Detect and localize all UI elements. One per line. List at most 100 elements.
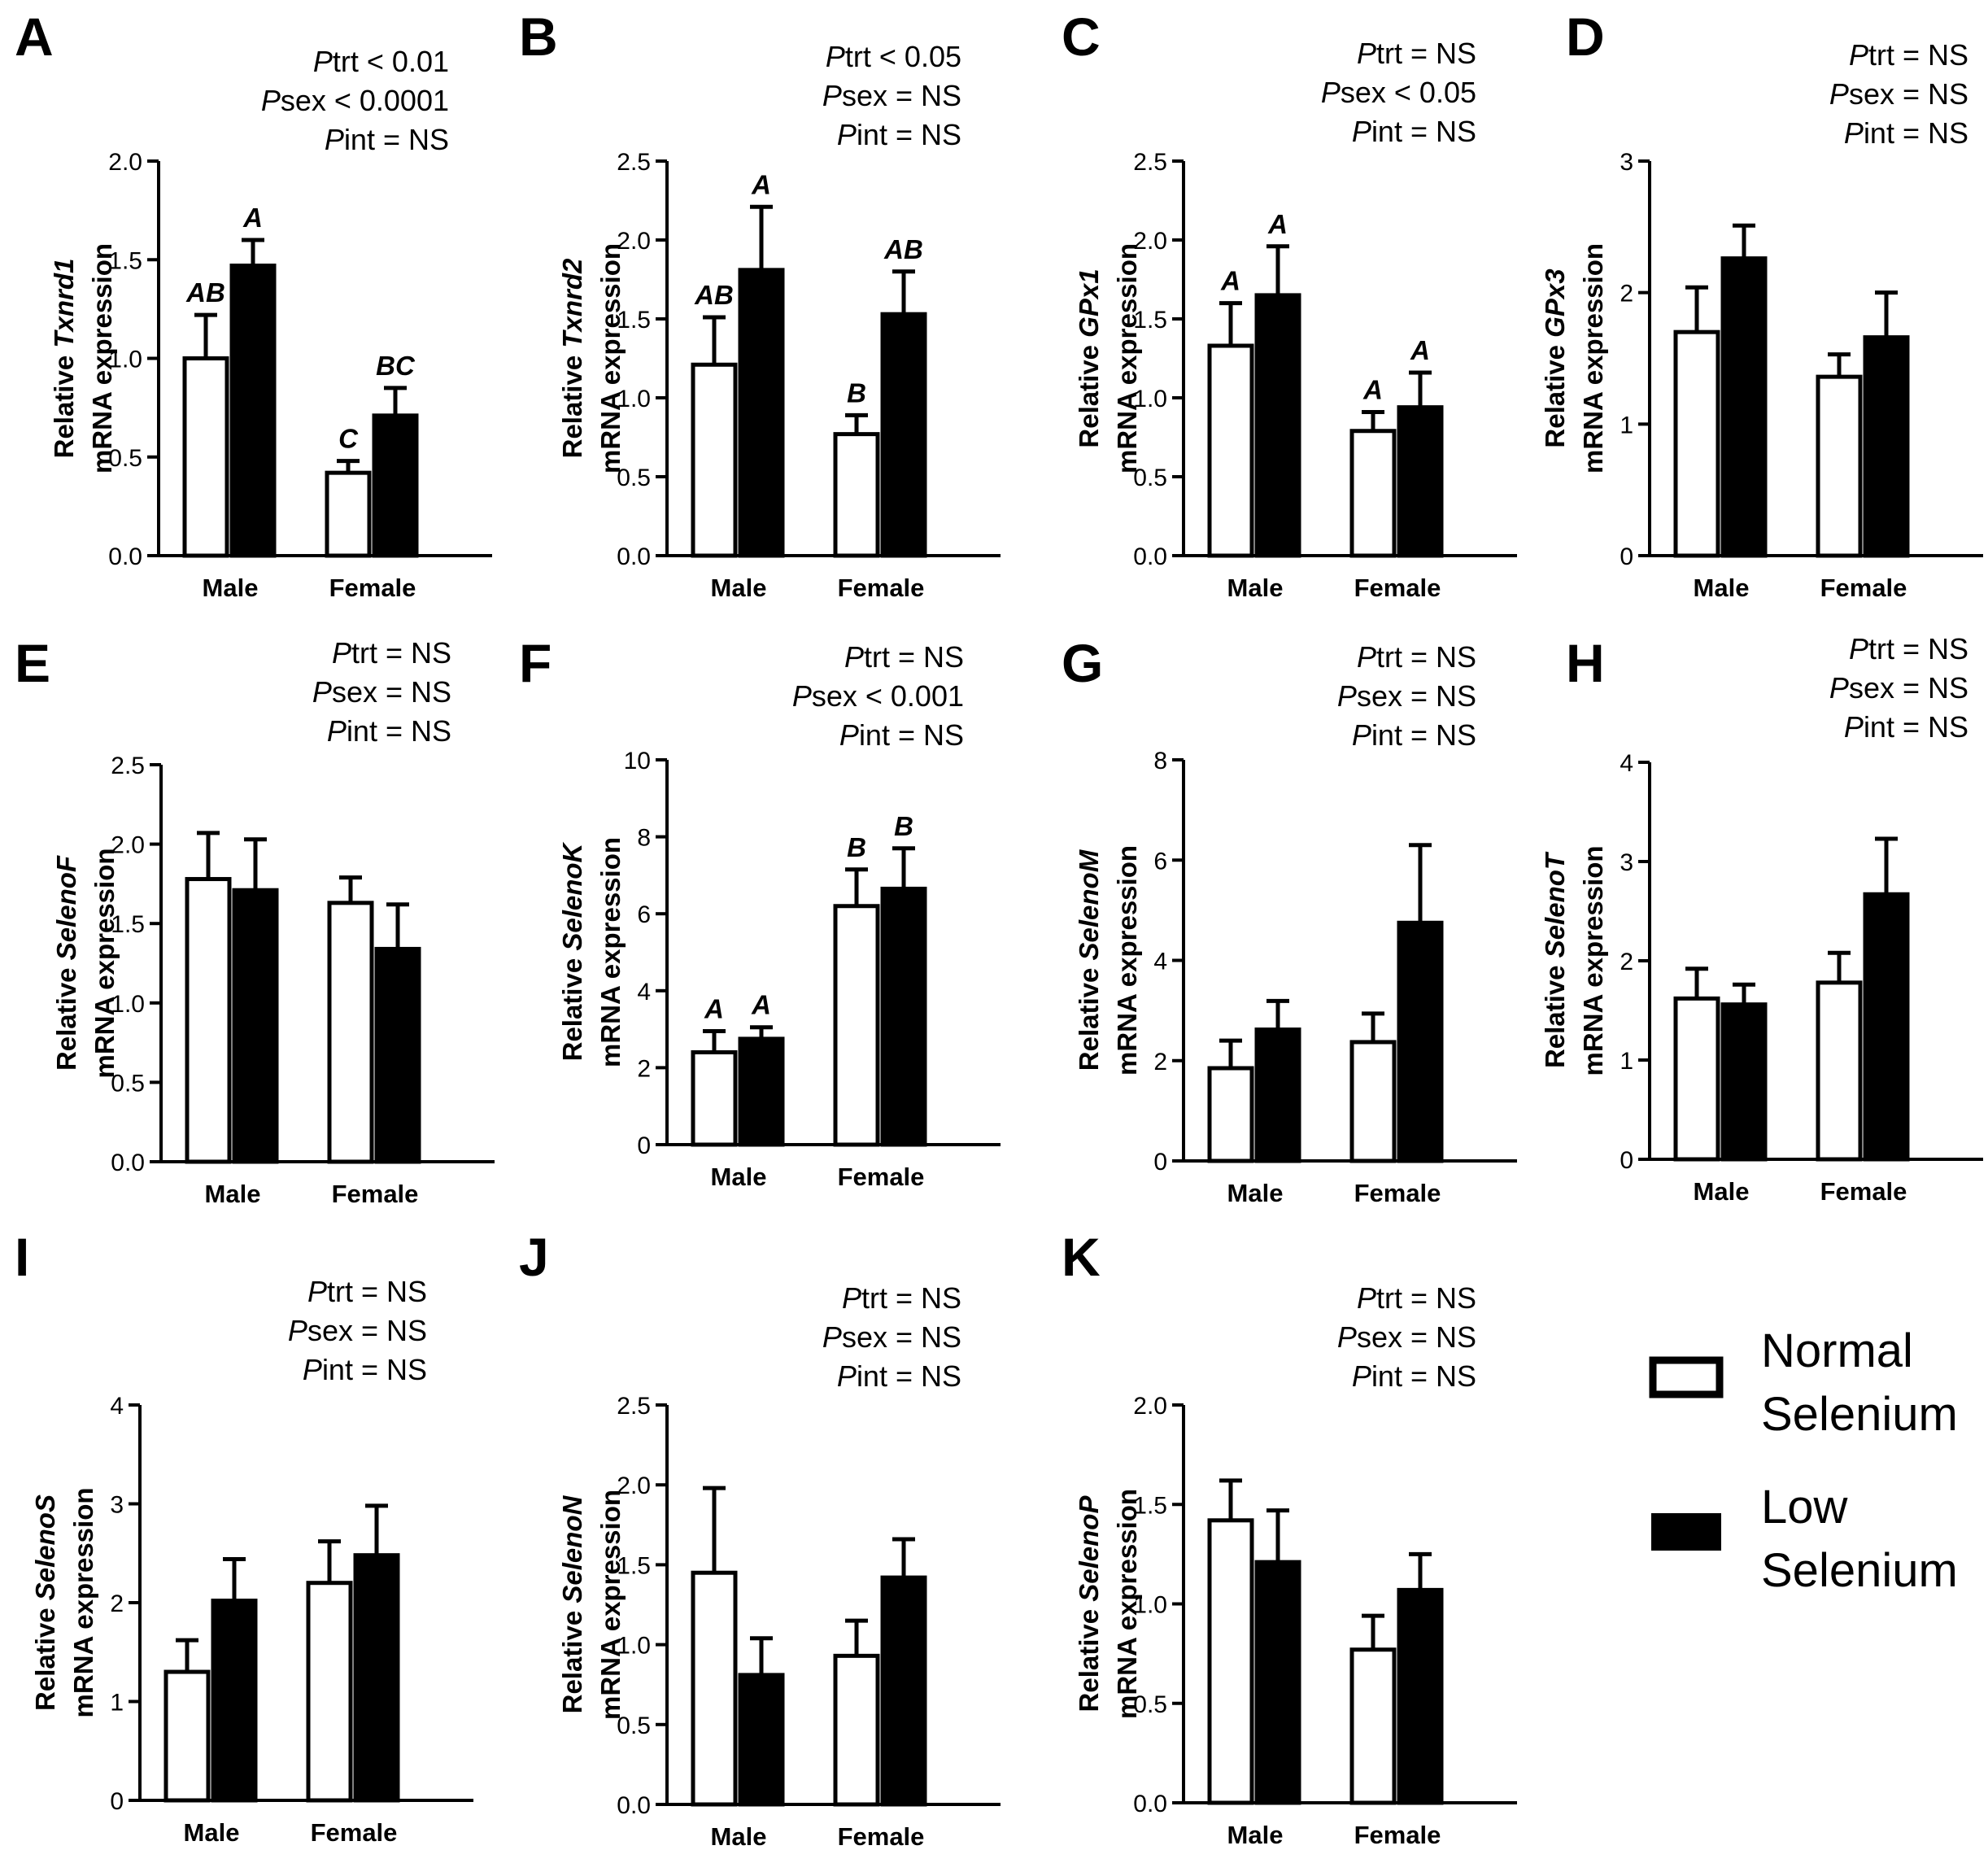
panel-letter-h: H	[1566, 633, 1605, 693]
y-tick-label-g-1: 2	[1153, 1049, 1167, 1075]
ylabel-j: Relative SelenoN	[557, 1494, 587, 1713]
bar-e-male-low	[232, 888, 279, 1164]
stat-line-a-1: Psex < 0.0001	[261, 84, 449, 117]
stat-line-j-2: Pint = NS	[837, 1359, 961, 1393]
bar-f-male-normal	[691, 1049, 738, 1147]
stat-line-g-2: Pint = NS	[1352, 718, 1476, 752]
stat-line-k-2: Pint = NS	[1352, 1359, 1476, 1393]
ylabel-h: Relative SelenoT	[1540, 851, 1570, 1068]
y-tick-label-e-5: 2.5	[111, 753, 145, 779]
bar-d-male-normal	[1673, 329, 1720, 558]
stat-line-b-2: Pint = NS	[837, 118, 961, 151]
stat-line-d-1: Psex = NS	[1829, 77, 1968, 111]
stat-line-c-1: Psex < 0.05	[1321, 76, 1476, 109]
y-tick-label-j-5: 2.5	[617, 1393, 651, 1420]
y-tick-label-d-0: 0	[1620, 543, 1633, 570]
sig-letter-a-female-normal: C	[338, 424, 359, 454]
sig-letter-b-female-low: AB	[883, 234, 923, 264]
bar-g-male-low	[1254, 1027, 1301, 1163]
y-tick-label-i-2: 2	[110, 1590, 124, 1617]
legend-swatch-normal-selenium	[1649, 1356, 1724, 1398]
bar-c-male-normal	[1207, 343, 1254, 558]
panel-j: J Ptrt = NS Psex = NS Pint = NS Relative Sel…	[519, 1227, 1001, 1851]
panel-d: D Ptrt = NS Psex = NS Pint = NS Relative GPx…	[1540, 7, 1983, 602]
y-tick-label-e-0: 0.0	[111, 1150, 145, 1176]
panel-letter-b: B	[519, 7, 558, 67]
x-tick-label-g-male: Male	[1227, 1179, 1284, 1207]
y-tick-label-b-0: 0.0	[617, 543, 651, 570]
sig-letter-b-male-low: A	[751, 169, 771, 199]
stat-line-c-0: Ptrt = NS	[1357, 37, 1476, 70]
y-tick-label-j-1: 0.5	[617, 1712, 651, 1739]
bar-e-male-normal	[185, 877, 232, 1164]
x-tick-label-j-male: Male	[711, 1822, 767, 1851]
y-tick-label-k-0: 0.0	[1133, 1791, 1167, 1817]
x-tick-label-a-male: Male	[203, 574, 259, 602]
x-tick-label-i-female: Female	[311, 1818, 398, 1847]
panel-letter-k: K	[1062, 1227, 1101, 1287]
y-tick-label-f-0: 0	[637, 1132, 651, 1159]
y-tick-label-f-4: 8	[637, 825, 651, 852]
y-tick-label-i-0: 0	[110, 1788, 124, 1815]
x-tick-label-f-male: Male	[711, 1163, 767, 1191]
stat-line-h-0: Ptrt = NS	[1849, 632, 1968, 665]
y-tick-label-j-3: 1.5	[617, 1552, 651, 1579]
y-tick-label-g-3: 6	[1153, 848, 1167, 875]
y-tick-label-c-0: 0.0	[1133, 543, 1167, 570]
ylabel-b: Relative Txnrd2	[557, 258, 587, 458]
y-tick-label-e-2: 1.0	[111, 991, 145, 1018]
bar-b-male-low	[738, 268, 785, 558]
y-tick-label-d-2: 2	[1620, 281, 1633, 308]
stat-line-d-2: Pint = NS	[1844, 116, 1968, 150]
x-tick-label-i-male: Male	[184, 1818, 240, 1847]
bar-h-male-normal	[1673, 996, 1720, 1162]
y-tick-label-d-3: 3	[1620, 149, 1633, 176]
legend-swatch-low-selenium	[1651, 1513, 1721, 1551]
ylabel-line2-d: mRNA expression	[1578, 243, 1608, 473]
y-tick-label-d-1: 1	[1620, 412, 1633, 438]
y-tick-label-h-1: 1	[1620, 1048, 1633, 1075]
x-tick-label-b-female: Female	[838, 574, 925, 602]
y-tick-label-a-1: 0.5	[108, 445, 142, 472]
bar-j-male-low	[738, 1673, 785, 1807]
bar-e-female-normal	[327, 901, 374, 1164]
ylabel-a: Relative Txnrd1	[49, 259, 79, 459]
ylabel-g: Relative SelenoM	[1074, 849, 1104, 1071]
y-tick-label-c-1: 0.5	[1133, 465, 1167, 491]
ylabel-f: Relative SelenoK	[557, 841, 587, 1061]
y-tick-label-a-2: 1.0	[108, 347, 142, 373]
x-tick-label-d-male: Male	[1694, 574, 1750, 602]
y-tick-label-k-4: 2.0	[1133, 1393, 1167, 1420]
panel-b: B Ptrt < 0.05 Psex = NS Pint = NS Relative T…	[519, 7, 1001, 602]
bar-h-female-normal	[1816, 980, 1863, 1162]
stat-line-h-2: Pint = NS	[1844, 710, 1968, 744]
x-tick-label-b-male: Male	[711, 574, 767, 602]
sig-letter-f-male-normal: A	[704, 993, 724, 1023]
sig-letter-f-female-normal: B	[847, 832, 866, 862]
stat-line-i-2: Pint = NS	[303, 1353, 427, 1386]
x-tick-label-h-male: Male	[1694, 1177, 1750, 1206]
stat-line-k-0: Ptrt = NS	[1357, 1281, 1476, 1315]
x-tick-label-a-female: Female	[329, 574, 416, 602]
stat-line-k-1: Psex = NS	[1337, 1320, 1476, 1354]
bar-j-female-normal	[833, 1653, 880, 1807]
sig-letter-a-male-normal: AB	[185, 277, 225, 308]
legend-label-low-line1: Low	[1761, 1481, 1849, 1534]
y-tick-label-f-3: 6	[637, 901, 651, 928]
y-tick-label-k-1: 0.5	[1133, 1691, 1167, 1718]
x-tick-label-f-female: Female	[838, 1163, 925, 1191]
y-tick-label-h-3: 3	[1620, 849, 1633, 876]
bar-g-female-low	[1397, 920, 1444, 1163]
bar-c-male-low	[1254, 293, 1301, 558]
x-tick-label-g-female: Female	[1354, 1179, 1441, 1207]
panel-h: H Ptrt = NS Psex = NS Pint = NS Relative Sel…	[1540, 632, 1983, 1206]
sig-letter-c-male-low: A	[1267, 209, 1288, 239]
bar-f-male-low	[738, 1036, 785, 1147]
ylabel-line2-h: mRNA expression	[1578, 845, 1608, 1075]
stat-line-b-0: Ptrt < 0.05	[826, 40, 961, 73]
bar-i-female-normal	[306, 1581, 353, 1803]
stat-line-j-0: Ptrt = NS	[842, 1281, 961, 1315]
bar-d-male-low	[1720, 256, 1768, 558]
y-tick-label-b-2: 1.0	[617, 386, 651, 412]
bar-c-female-low	[1397, 405, 1444, 558]
